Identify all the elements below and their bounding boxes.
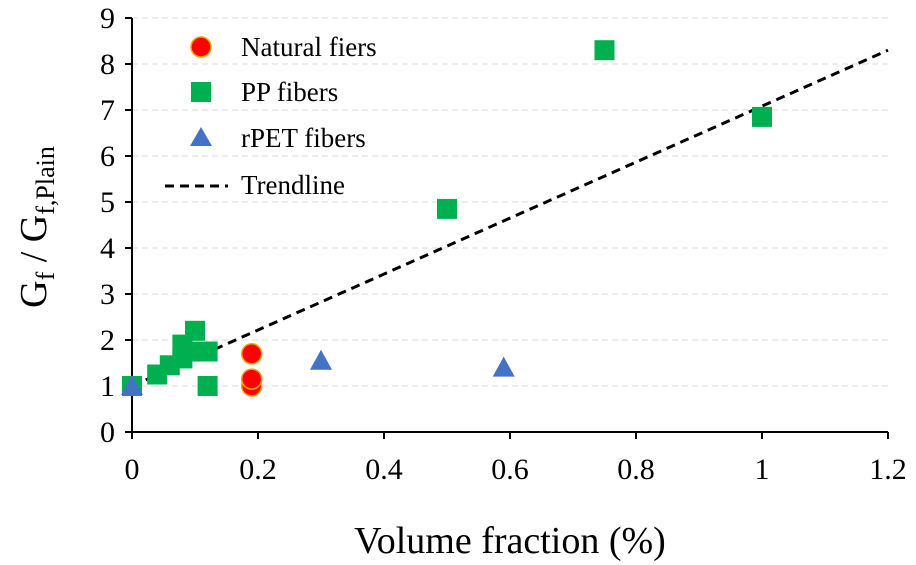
trendline [131,48,889,388]
x-tick-label: 1 [755,453,770,486]
y-axis-title-sub2: f,Plain [31,146,60,215]
x-tick-label: 0.6 [491,453,529,486]
y-axis-title-base2: G [13,215,55,242]
point-pp-fiber [437,198,457,219]
legend-marker-natural [190,36,212,58]
points-layer [121,40,772,397]
y-axis-title-sep: / [13,242,55,272]
point-rpet-fiber [310,349,332,370]
legend-label-pp: PP fibers [241,77,338,107]
x-axis-title: Volume fraction (%) [354,520,666,562]
point-natural-fiber [240,343,263,365]
x-tick-label: 1.2 [869,453,907,486]
point-pp-fiber [594,40,615,61]
y-tick-label: 9 [100,2,115,35]
legend-label-natural: Natural fiers [241,32,377,62]
y-tick-label: 4 [100,232,115,265]
y-tick-label: 1 [100,370,115,403]
point-pp-fiber [197,341,218,362]
y-tick-label: 2 [100,324,115,357]
y-tick-label: 0 [100,416,115,449]
point-rpet-fiber [492,356,515,377]
x-tick-label: 0.8 [617,453,655,486]
y-tick-label: 3 [100,278,115,311]
legend-label-rpet: rPET fibers [241,123,366,153]
point-pp-fiber [752,106,772,127]
grid-layer [132,17,888,387]
x-tick-label: 0.2 [239,453,277,486]
y-tick-label: 8 [100,48,115,81]
legend-marker-pp [191,82,211,102]
point-rpet-fiber [121,375,143,395]
legend-label-trendline: Trendline [241,170,345,200]
y-axis-title-base: G [13,280,55,307]
point-natural-fiber [240,368,263,390]
trend-layer [131,48,889,388]
y-axis-title: Gf / Gf,Plain [13,146,60,308]
y-tick-label: 5 [100,186,115,219]
point-pp-fiber [197,376,218,396]
legend: Natural fiers PP fibers rPET fibers Tren… [165,32,377,200]
x-tick-label: 0 [125,453,140,486]
ticks-layer: 0 1 2 3 4 5 6 7 8 9 0 0.2 0.4 0.6 0.8 1 1.2 [100,2,907,486]
y-tick-label: 6 [100,140,115,173]
x-tick-label: 0.4 [365,453,403,486]
legend-marker-rpet [190,127,212,146]
y-tick-label: 7 [100,94,115,127]
point-pp-fiber [185,320,205,341]
y-axis-title-sub1: f [31,271,60,280]
